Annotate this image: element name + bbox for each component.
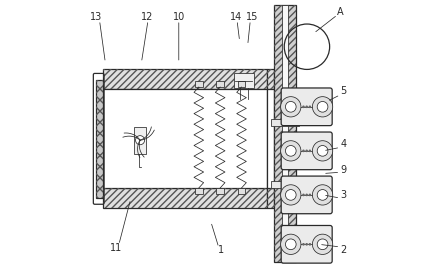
Circle shape [317,239,328,250]
Circle shape [308,105,311,108]
Circle shape [302,150,305,152]
Bar [217,188,224,194]
Text: 4: 4 [341,139,347,149]
Circle shape [308,194,311,196]
Text: A: A [337,7,344,17]
Circle shape [280,185,301,205]
Text: 14: 14 [230,12,242,22]
Bar [238,81,245,87]
Bar [271,119,299,125]
Text: 10: 10 [173,12,185,22]
Text: 1: 1 [218,245,225,256]
Bar [267,69,274,89]
Bar [267,188,274,208]
FancyBboxPatch shape [281,225,332,263]
Text: 12: 12 [140,12,153,22]
Circle shape [308,150,311,152]
Circle shape [312,234,333,254]
Circle shape [305,150,308,152]
Text: 13: 13 [90,12,102,22]
Bar [103,188,267,208]
Text: 3: 3 [341,190,347,201]
Bar [217,81,224,87]
Bar [96,80,103,198]
FancyBboxPatch shape [281,132,332,170]
Bar [103,69,267,89]
Circle shape [305,194,308,196]
Circle shape [280,97,301,117]
Bar [267,89,274,188]
Bar [103,188,267,208]
Circle shape [317,146,328,156]
Bar [274,5,296,262]
Circle shape [305,243,308,246]
Text: 9: 9 [341,164,347,175]
Circle shape [302,243,305,246]
Bar [195,81,202,87]
Text: 5: 5 [341,86,347,96]
Bar [134,127,147,154]
Bar [267,188,274,208]
Circle shape [280,141,301,161]
Circle shape [285,239,296,250]
Circle shape [312,141,333,161]
Text: 15: 15 [246,12,258,22]
Bar [233,73,253,88]
Circle shape [302,194,305,196]
Bar [195,188,202,194]
Circle shape [136,136,144,145]
Bar [103,69,267,89]
FancyBboxPatch shape [281,88,332,126]
Circle shape [317,101,328,112]
Bar [274,5,296,262]
FancyBboxPatch shape [281,176,332,214]
Circle shape [302,105,305,108]
Bar [238,188,245,194]
Bar [96,80,103,198]
Circle shape [305,105,308,108]
Circle shape [312,97,333,117]
Circle shape [280,234,301,254]
Text: 11: 11 [110,243,122,253]
Circle shape [285,101,296,112]
Circle shape [285,190,296,200]
Circle shape [317,190,328,200]
Circle shape [285,146,296,156]
Bar [103,89,267,188]
Bar [282,5,288,262]
Text: 2: 2 [341,245,347,255]
Circle shape [312,185,333,205]
Bar [271,181,299,188]
Circle shape [308,243,311,246]
Bar [267,69,274,89]
